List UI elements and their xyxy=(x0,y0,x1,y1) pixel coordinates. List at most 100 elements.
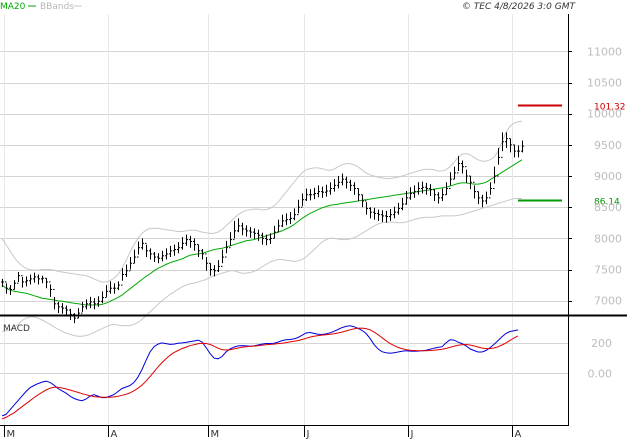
price-levels: 101.32 86.14 xyxy=(518,103,626,208)
ohlc-bar xyxy=(9,285,12,296)
ohlc-bar xyxy=(445,182,448,196)
ohlc-bar xyxy=(153,252,156,263)
ohlc-bar xyxy=(377,209,380,221)
month-tick-label: M xyxy=(211,429,220,440)
axis-labels: 7000 7500 8000 8500 9000 9500 10000 10500 11000 0… xyxy=(4,45,622,440)
ohlc-bar xyxy=(217,260,220,272)
ohlc-bar xyxy=(161,250,164,262)
ohlc-bar xyxy=(169,245,172,258)
ohlc-bar xyxy=(177,242,180,254)
ohlc-bar xyxy=(449,172,452,189)
ohlc-bar xyxy=(201,248,204,260)
ohlc-bar xyxy=(225,240,228,258)
ohlc-bar xyxy=(277,219,280,233)
ohlc-bar xyxy=(469,175,472,190)
ohlc-bar xyxy=(129,257,132,272)
ohlc-bar xyxy=(253,228,256,239)
ohlc-bar xyxy=(289,212,292,225)
ohlc-bar xyxy=(233,220,236,241)
ohlc-bar xyxy=(49,281,52,297)
month-tick-label: A xyxy=(515,429,522,440)
ohlc-bar xyxy=(89,296,92,309)
macd-line xyxy=(1,325,519,417)
ohlc-bar xyxy=(385,210,388,223)
ohlc-bar xyxy=(189,235,192,248)
ohlc-bar xyxy=(429,184,432,196)
ohlc-bar xyxy=(453,166,456,180)
ohlc-bar xyxy=(337,176,340,189)
price-tick-label: 7000 xyxy=(594,295,622,308)
ohlc-bar xyxy=(5,281,8,294)
ohlc-bar xyxy=(209,262,212,276)
ohlc-bar xyxy=(281,214,284,228)
ohlc-bar xyxy=(365,200,368,215)
price-tick-label: 7500 xyxy=(594,264,622,277)
ohlc-bar xyxy=(501,132,504,158)
ohlc-bar xyxy=(261,232,264,245)
ohlc-bar xyxy=(85,299,88,310)
ohlc-bar xyxy=(361,194,364,208)
bollinger-bands xyxy=(1,120,523,337)
ohlc-bar xyxy=(65,305,68,316)
ohlc-bar xyxy=(193,238,196,251)
ohlc-bar xyxy=(393,206,396,219)
ohlc-bar xyxy=(205,253,208,271)
ohlc-bar xyxy=(457,156,460,174)
ohlc-bar xyxy=(293,208,296,221)
ohlc-bar xyxy=(237,218,240,233)
ohlc-bar xyxy=(389,209,392,221)
ohlc-bar xyxy=(105,285,108,299)
ohlc-bar xyxy=(81,301,84,314)
ohlc-bar xyxy=(461,160,464,174)
ohlc-bar xyxy=(421,181,424,194)
ohlc-bar xyxy=(25,276,28,287)
price-tick-label: 11000 xyxy=(587,45,622,58)
ohlc-bar xyxy=(185,234,188,246)
ohlc-bar xyxy=(125,264,128,277)
ohlc-bar xyxy=(241,222,244,236)
price-level-label: 86.14 xyxy=(594,198,620,208)
ma20-line xyxy=(1,159,523,306)
legend-bbands-label: BBands xyxy=(40,2,74,12)
ohlc-bar xyxy=(53,288,56,310)
ohlc-bar xyxy=(465,166,468,183)
price-tick-label: 9500 xyxy=(594,139,622,152)
ohlc-bar xyxy=(397,202,400,215)
price-tick-label: 10500 xyxy=(587,77,622,90)
ohlc-bar xyxy=(137,241,140,258)
ohlc-bar xyxy=(309,189,312,201)
month-tick-label: M xyxy=(7,429,16,440)
ohlc-bar xyxy=(437,192,440,204)
ohlc-bar xyxy=(133,249,136,264)
ohlc-bar xyxy=(485,191,488,205)
panel-frames xyxy=(0,14,627,426)
ohlc-bar xyxy=(417,182,420,195)
ohlc-bar xyxy=(497,147,500,177)
ohlc-bar xyxy=(297,199,300,216)
bb-lower-line xyxy=(1,198,522,337)
ohlc-bar xyxy=(313,187,316,200)
ohlc-bar xyxy=(257,229,260,241)
month-tick-label: A xyxy=(111,429,118,440)
bb-upper-line xyxy=(1,120,523,283)
ohlc-bar xyxy=(229,232,232,249)
signal-line xyxy=(1,327,519,420)
ohlc-bar xyxy=(265,234,268,246)
ohlc-bar xyxy=(481,194,484,208)
ohlc-bar xyxy=(441,188,444,201)
price-level-label: 101.32 xyxy=(594,103,626,113)
macd-tick-label: 0.00 xyxy=(588,367,613,380)
grid-layer xyxy=(0,14,568,425)
price-tick-label: 8000 xyxy=(594,232,622,245)
ohlc-bar xyxy=(493,166,496,189)
chart-header: MA20 BBands © TEC 4/8/2026 3:0 GMT xyxy=(0,2,576,12)
price-bars xyxy=(1,132,524,324)
ohlc-bar xyxy=(41,275,44,284)
ohlc-bar xyxy=(93,298,96,310)
ohlc-bar xyxy=(321,186,324,198)
ohlc-bar xyxy=(317,185,320,198)
copyright-note: © TEC 4/8/2026 3:0 GMT xyxy=(462,2,577,12)
ohlc-bar xyxy=(357,187,360,201)
ohlc-bar xyxy=(269,233,272,244)
